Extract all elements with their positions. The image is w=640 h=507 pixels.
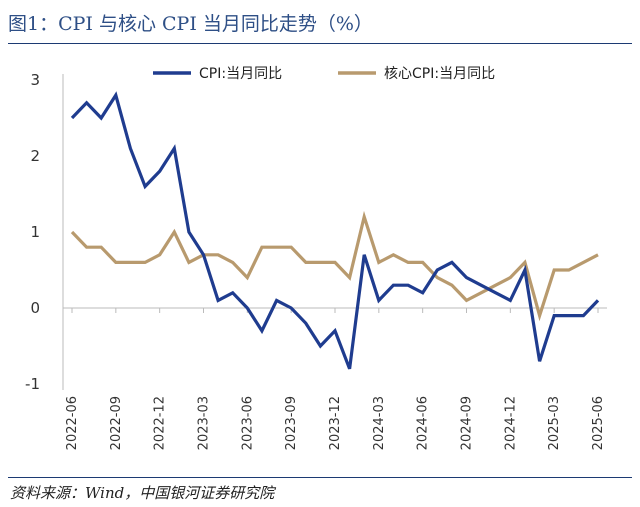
source-note: 资料来源：Wind，中国银河证券研究院 — [10, 484, 275, 502]
x-tick-label: 2025-03 — [547, 396, 562, 450]
x-tick-label: 2022-09 — [109, 396, 124, 450]
series-line-core-cpi — [70, 210, 599, 322]
x-tick-label: 2025-06 — [591, 396, 606, 450]
x-tick-label: 2024-03 — [372, 396, 387, 450]
x-tick-label: 2023-06 — [240, 396, 255, 450]
x-tick-label: 2024-12 — [503, 396, 518, 450]
legend-label-cpi: CPI:当月同比 — [199, 66, 282, 82]
y-tick-label: 3 — [30, 71, 40, 89]
x-tick-label: 2023-12 — [328, 396, 343, 450]
legend-label-core-cpi: 核心CPI:当月同比 — [384, 66, 495, 82]
y-tick-label: 2 — [30, 147, 40, 165]
x-tick-label: 2022-12 — [153, 396, 168, 450]
x-tick-label: 2024-06 — [416, 396, 431, 450]
x-tick-label: 2023-03 — [197, 396, 212, 450]
chart-axes: -1 0 1 2 3 2022-06 2022-09 2022-12 2023-03 2023-0… — [25, 71, 607, 450]
y-tick-label: 1 — [30, 223, 40, 241]
series-line-cpi — [70, 91, 600, 370]
figure-title: 图1：CPI 与核心 CPI 当月同比走势（%） — [8, 13, 373, 35]
title-divider — [8, 43, 632, 44]
x-tick-label: 2022-06 — [65, 396, 80, 450]
x-tick-label: 2024-09 — [460, 396, 475, 450]
line-chart: CPI:当月同比 核心CPI:当月同比 -1 0 1 2 3 2022-06 2022-09 2… — [25, 66, 607, 450]
chart-legend: CPI:当月同比 核心CPI:当月同比 — [153, 66, 495, 82]
y-tick-label: 0 — [30, 299, 40, 317]
footer-divider — [8, 477, 632, 478]
series-layer — [70, 91, 600, 370]
x-tick-label: 2023-09 — [284, 396, 299, 450]
y-tick-label: -1 — [25, 375, 40, 393]
